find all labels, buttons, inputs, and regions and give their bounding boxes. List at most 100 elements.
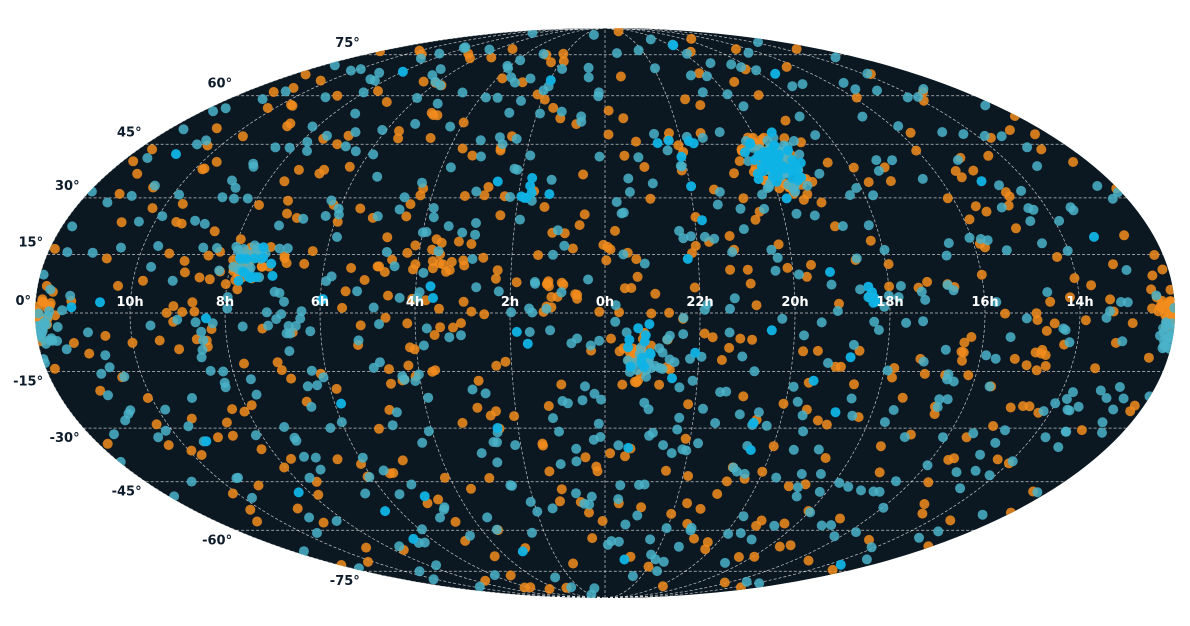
data-point [412, 292, 423, 303]
data-point [486, 52, 497, 63]
data-point [1159, 340, 1169, 351]
data-point [310, 452, 321, 463]
data-point [467, 254, 478, 264]
data-point [883, 290, 894, 301]
data-point [474, 581, 485, 592]
data-point [897, 392, 908, 403]
data-point [68, 338, 79, 348]
data-point [123, 408, 134, 419]
data-point [302, 381, 313, 392]
data-point [970, 201, 981, 212]
data-point [958, 347, 969, 358]
data-point [820, 453, 831, 463]
data-point [580, 381, 590, 392]
data-point [741, 576, 752, 587]
data-point [405, 199, 416, 210]
ra-tick-label: 20h [781, 295, 808, 310]
data-point [952, 155, 963, 165]
data-point [1040, 350, 1051, 361]
data-point [306, 401, 317, 412]
data-point [298, 546, 309, 557]
data-point [495, 210, 506, 221]
data-point [503, 63, 514, 74]
data-point [699, 328, 710, 339]
data-point [850, 84, 861, 95]
data-point [727, 247, 738, 257]
data-point [266, 258, 277, 269]
data-point [583, 274, 594, 285]
data-point [666, 448, 677, 459]
data-point [746, 534, 757, 545]
data-point [548, 413, 558, 424]
data-point [329, 60, 340, 71]
data-point [678, 312, 689, 323]
data-point [394, 541, 405, 552]
data-point [153, 241, 164, 251]
data-point [919, 499, 930, 509]
data-point [1025, 216, 1036, 227]
data-point [380, 506, 391, 517]
data-point [759, 203, 770, 214]
data-point [174, 344, 185, 355]
data-point [690, 347, 701, 358]
data-point [885, 176, 896, 187]
data-point [981, 350, 992, 361]
data-point [100, 330, 111, 341]
data-point [307, 121, 318, 132]
data-point [428, 574, 439, 585]
data-point [177, 198, 188, 209]
data-point [247, 492, 257, 503]
data-point [533, 250, 544, 261]
data-point [1005, 507, 1016, 518]
data-point [263, 320, 274, 331]
data-point [697, 87, 708, 98]
data-point [793, 269, 804, 280]
ra-tick-label: 2h [501, 295, 519, 310]
data-point [192, 139, 202, 150]
data-point [466, 239, 477, 249]
data-point [686, 181, 697, 192]
data-point [197, 344, 208, 355]
data-point [516, 95, 526, 106]
data-point [526, 187, 537, 198]
data-point [471, 186, 482, 197]
data-point [304, 512, 315, 523]
data-point [49, 363, 60, 374]
data-point [675, 160, 686, 171]
data-point [579, 209, 590, 220]
data-point [764, 181, 775, 192]
data-point [996, 202, 1007, 213]
data-point [918, 356, 929, 367]
data-point [142, 153, 153, 163]
data-point [613, 494, 624, 505]
data-point [779, 518, 790, 529]
data-point [480, 388, 491, 399]
data-point [433, 246, 444, 257]
data-point [221, 417, 232, 428]
data-point [251, 389, 262, 400]
data-point [843, 481, 854, 492]
data-point [649, 128, 659, 139]
data-point [639, 162, 650, 172]
data-point [492, 92, 503, 103]
data-point [350, 127, 361, 138]
data-point [770, 154, 781, 165]
data-point [645, 534, 656, 545]
data-point [990, 353, 1001, 364]
data-point [555, 459, 566, 470]
data-point [544, 189, 555, 200]
data-point [322, 130, 332, 141]
data-point [956, 172, 967, 183]
data-point [1005, 402, 1016, 413]
data-point [838, 77, 849, 88]
data-point [1064, 337, 1075, 348]
data-point [588, 29, 599, 40]
data-point [401, 211, 412, 222]
data-point [720, 557, 730, 568]
data-point [293, 487, 304, 498]
data-point [428, 110, 439, 121]
data-point [830, 221, 840, 232]
data-point [253, 480, 264, 491]
data-point [128, 156, 139, 167]
data-point [1089, 231, 1099, 242]
